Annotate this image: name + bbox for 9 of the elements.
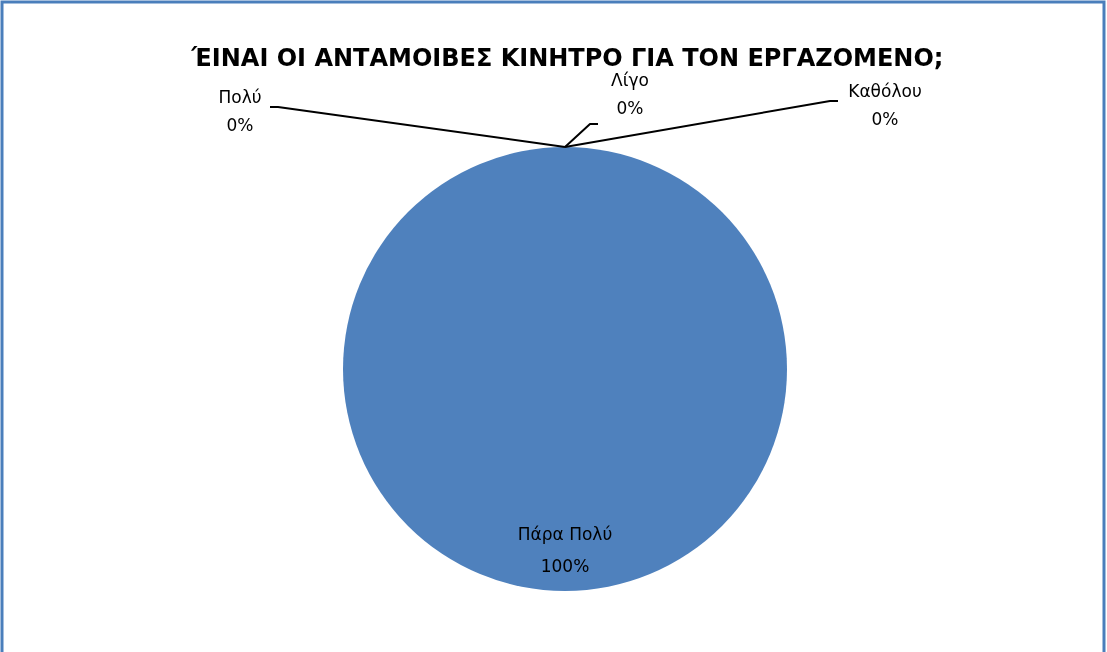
- text: 0%: [226, 115, 254, 135]
- category-label: Πολύ: [218, 87, 262, 107]
- category-label: Καθόλου: [848, 81, 922, 101]
- slice-label: Πάρα Πολύ: [517, 523, 613, 544]
- category-label: Λίγο: [611, 70, 649, 90]
- text: 0%: [616, 98, 644, 118]
- text: 0%: [871, 109, 899, 129]
- chart-title: ΈΙΝΑΙ ΟΙ ΑΝΤΑΜΟΙΒΕΣ ΚΙΝΗΤΡΟ ΓΙΑ ΤΟΝ ΕΡΓΑΖΟΜΕΝΟ;: [190, 44, 944, 72]
- data-label: 100%: [540, 555, 590, 576]
